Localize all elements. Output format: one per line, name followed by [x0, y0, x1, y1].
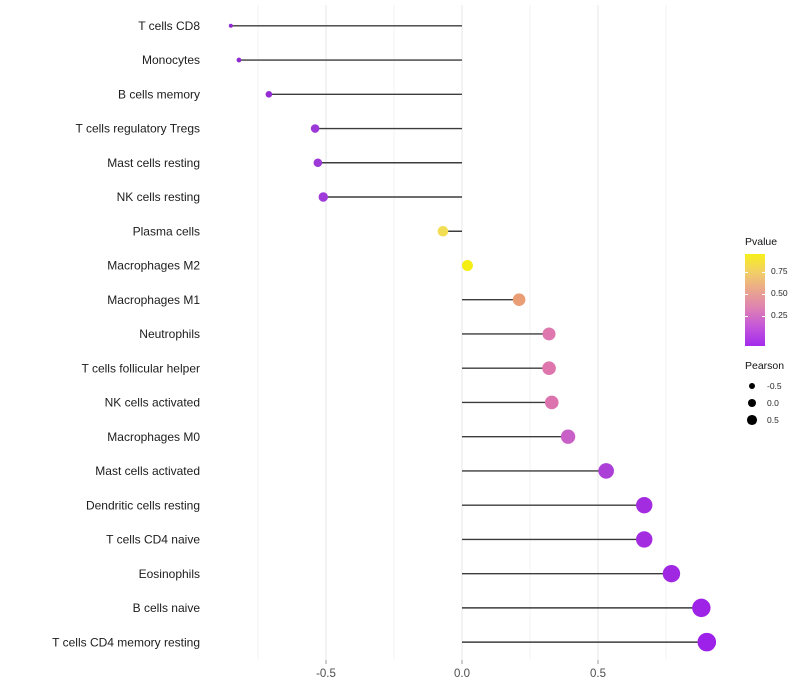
- lollipop-dot: [662, 564, 681, 583]
- category-label: NK cells activated: [105, 396, 200, 410]
- category-label: Mast cells activated: [95, 464, 200, 478]
- pvalue-gradient-bar: [745, 254, 765, 346]
- lollipop-dot: [512, 293, 526, 307]
- lollipop-dot: [560, 429, 576, 444]
- pvalue-tick-mark: [745, 272, 748, 273]
- pvalue-tick-mark: [762, 272, 765, 273]
- pearson-legend: Pearson -0.5 0.0 0.5: [745, 360, 800, 428]
- lollipop-dot: [636, 496, 653, 514]
- lollipop-dot: [692, 598, 711, 618]
- category-label: NK cells resting: [117, 190, 200, 204]
- category-label: Eosinophils: [139, 567, 200, 581]
- lollipop-dot: [437, 225, 449, 237]
- lollipop-dot: [265, 90, 273, 98]
- pearson-size-label: 0.5: [767, 415, 779, 425]
- category-label: T cells CD8: [138, 19, 200, 33]
- lollipop-dot: [598, 463, 614, 479]
- pvalue-tick-label: 0.75: [771, 266, 788, 276]
- category-label: Macrophages M0: [107, 430, 200, 444]
- lollipop-dot: [542, 361, 556, 376]
- lollipop-dot: [310, 124, 320, 133]
- pvalue-tick-mark: [745, 316, 748, 317]
- category-label: Macrophages M2: [107, 259, 200, 273]
- pvalue-gradient-wrap: 0.75 0.50 0.25: [745, 254, 788, 346]
- size-dot-small: [748, 382, 756, 390]
- pvalue-legend-title: Pvalue: [745, 236, 778, 248]
- x-tick-label: 0.5: [590, 668, 606, 680]
- pvalue-tick-mark: [762, 316, 765, 317]
- lollipop-dot: [228, 23, 233, 28]
- pearson-legend-title: Pearson: [745, 360, 785, 372]
- size-dot-large: [747, 415, 757, 425]
- size-dot-medium: [747, 398, 757, 408]
- pvalue-tick-label: 0.50: [771, 288, 788, 298]
- category-label: T cells CD4 memory resting: [52, 635, 200, 649]
- category-label: Plasma cells: [133, 224, 200, 238]
- lollipop-dot: [236, 57, 242, 63]
- lollipop-dot: [318, 192, 328, 202]
- lollipop-dot: [313, 158, 323, 168]
- pearson-size-label: 0.0: [767, 398, 779, 408]
- pearson-legend-row: 0.5: [745, 412, 800, 428]
- lollipop-dot: [544, 395, 559, 410]
- category-label: Dendritic cells resting: [86, 498, 200, 512]
- category-label: B cells memory: [118, 87, 200, 101]
- lollipop-dot: [461, 259, 473, 271]
- pearson-legend-row: -0.5: [745, 378, 800, 394]
- pearson-legend-row: 0.0: [745, 395, 800, 411]
- category-label: Mast cells resting: [107, 156, 200, 170]
- category-label: Neutrophils: [139, 327, 200, 341]
- pvalue-tick-mark: [745, 294, 748, 295]
- lollipop-dot: [697, 632, 717, 652]
- category-label: Macrophages M1: [107, 293, 200, 307]
- pvalue-legend: Pvalue 0.75 0.50 0.25: [745, 236, 800, 346]
- category-label: T cells CD4 naive: [106, 533, 200, 547]
- category-label: B cells naive: [133, 601, 201, 615]
- lollipop-dot: [636, 531, 653, 548]
- category-label: T cells regulatory Tregs: [76, 122, 201, 136]
- lollipop-dot: [542, 327, 556, 341]
- pvalue-tick-label: 0.25: [771, 310, 788, 320]
- x-tick-label: -0.5: [316, 668, 336, 680]
- pvalue-tick-mark: [762, 294, 765, 295]
- pearson-size-label: -0.5: [767, 381, 782, 391]
- category-label: T cells follicular helper: [82, 361, 201, 375]
- category-label: Monocytes: [142, 53, 200, 67]
- x-tick-label: 0.0: [454, 668, 470, 680]
